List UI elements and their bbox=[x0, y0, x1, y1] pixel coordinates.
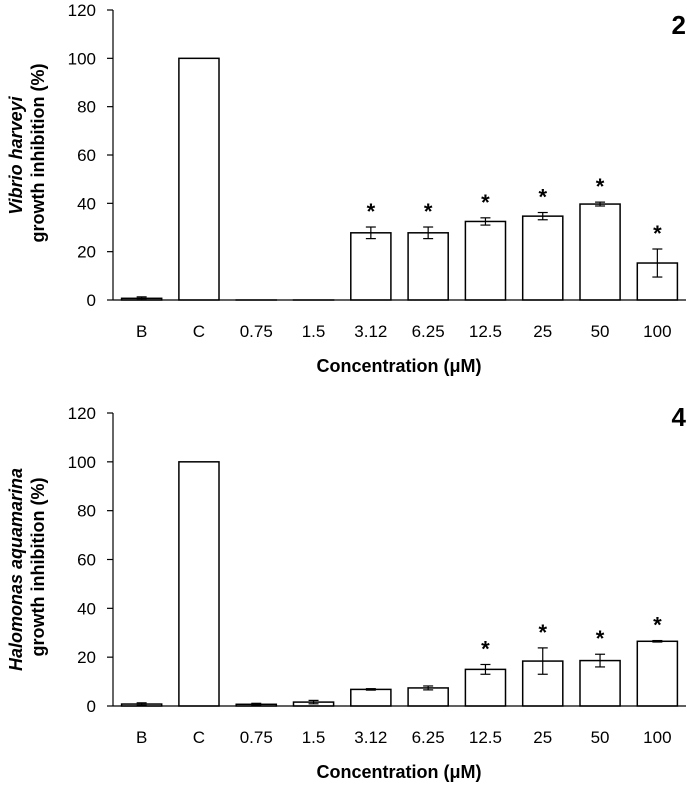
y-tick-label: 60 bbox=[77, 551, 96, 570]
y-tick-label: 100 bbox=[68, 453, 96, 472]
y-tick-label: 20 bbox=[77, 648, 96, 667]
bar-C bbox=[178, 461, 220, 707]
x-tick-label: 6.25 bbox=[412, 728, 445, 747]
x-tick-label: C bbox=[193, 728, 205, 747]
x-tick-label: 0.75 bbox=[240, 322, 273, 341]
significance-marker: * bbox=[596, 174, 605, 199]
significance-marker: * bbox=[653, 221, 662, 246]
y-axis-species: Halomonas aquamarina bbox=[6, 468, 26, 671]
y-axis-title: Vibrio harveyi growth inhibition (%) bbox=[6, 64, 48, 243]
bar-3.12 bbox=[350, 688, 392, 707]
x-tick-label: 25 bbox=[533, 728, 552, 747]
bar-25 bbox=[521, 215, 564, 301]
x-tick-label: 25 bbox=[533, 322, 552, 341]
bar-50 bbox=[579, 659, 621, 707]
x-tick-label: 50 bbox=[591, 322, 610, 341]
y-tick-label: 60 bbox=[77, 146, 96, 165]
bar-12.5 bbox=[464, 220, 507, 301]
x-axis-title: Concentration (μM) bbox=[317, 356, 482, 376]
bar-C bbox=[178, 57, 220, 301]
x-tick-label: 12.5 bbox=[469, 322, 502, 341]
bar-100 bbox=[636, 640, 679, 707]
y-tick-label: 120 bbox=[68, 1, 96, 20]
x-tick-label: 1.5 bbox=[302, 322, 326, 341]
significance-marker: * bbox=[481, 636, 490, 661]
significance-marker: * bbox=[538, 620, 547, 645]
y-axis-label: growth inhibition (%) bbox=[28, 478, 48, 657]
x-tick-label: 100 bbox=[643, 322, 671, 341]
panel-label: 4 bbox=[672, 402, 687, 432]
x-tick-label: 3.12 bbox=[354, 322, 387, 341]
y-tick-label: 0 bbox=[87, 291, 96, 310]
x-tick-label: B bbox=[136, 322, 147, 341]
x-tick-label: 6.25 bbox=[412, 322, 445, 341]
bar-3.12 bbox=[350, 232, 392, 301]
chart-panel-vibrio-harveyi: 2 Vibrio harveyi growth inhibition (%) C… bbox=[6, 1, 686, 376]
y-tick-label: 40 bbox=[77, 194, 96, 213]
chart-panel-halomonas-aquamarina: 4 Halomonas aquamarina growth inhibition… bbox=[6, 402, 687, 782]
significance-marker: * bbox=[653, 613, 662, 638]
bar-6.25 bbox=[407, 232, 449, 301]
y-axis-species: Vibrio harveyi bbox=[6, 95, 26, 214]
bar-12.5 bbox=[464, 668, 507, 707]
x-tick-label: 100 bbox=[643, 728, 671, 747]
y-tick-label: 100 bbox=[68, 49, 96, 68]
y-tick-label: 80 bbox=[77, 502, 96, 521]
y-tick-label: 0 bbox=[87, 697, 96, 716]
bar-6.25 bbox=[407, 687, 449, 707]
x-tick-label: B bbox=[136, 728, 147, 747]
bar-50 bbox=[579, 203, 621, 301]
x-tick-label: 3.12 bbox=[354, 728, 387, 747]
significance-marker: * bbox=[538, 185, 547, 210]
x-tick-label: 12.5 bbox=[469, 728, 502, 747]
significance-marker: * bbox=[481, 190, 490, 215]
significance-marker: * bbox=[424, 199, 433, 224]
x-tick-label: 1.5 bbox=[302, 728, 326, 747]
y-axis-label: growth inhibition (%) bbox=[28, 64, 48, 243]
y-axis-title: Halomonas aquamarina growth inhibition (… bbox=[6, 463, 48, 671]
y-tick-label: 20 bbox=[77, 243, 96, 262]
y-tick-label: 40 bbox=[77, 599, 96, 618]
x-tick-label: 50 bbox=[591, 728, 610, 747]
x-tick-label: C bbox=[193, 322, 205, 341]
significance-marker: * bbox=[367, 199, 376, 224]
panel-label: 2 bbox=[672, 10, 686, 40]
x-tick-label: 0.75 bbox=[240, 728, 273, 747]
y-tick-label: 80 bbox=[77, 98, 96, 117]
x-axis-title: Concentration (μM) bbox=[317, 762, 482, 782]
significance-marker: * bbox=[596, 626, 605, 651]
y-tick-label: 120 bbox=[68, 404, 96, 423]
